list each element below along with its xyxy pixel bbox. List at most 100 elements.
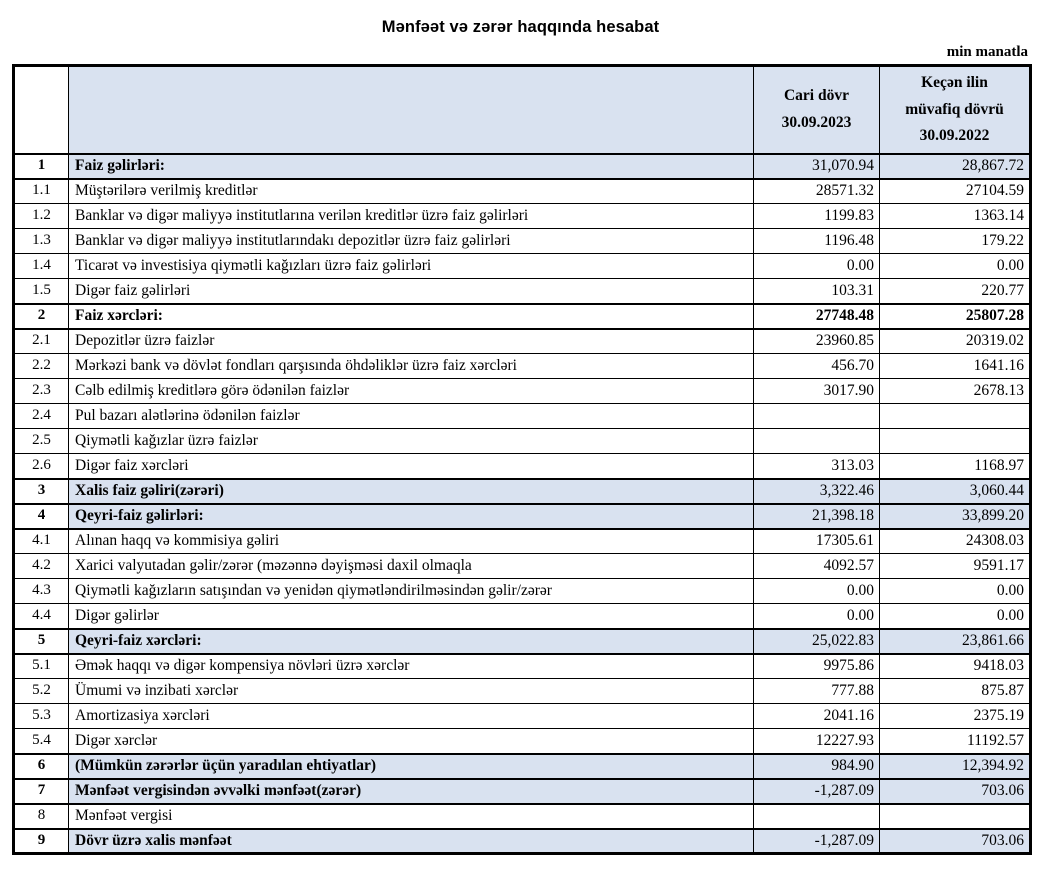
- value-current-period: 2041.16: [753, 703, 880, 729]
- report-table-body: 1 Faiz gəlirləri: 31,070.94 28,867.72 1.1 Müş…: [13, 152, 1031, 855]
- row-number: 5.4: [13, 728, 69, 754]
- value-current-period: 12227.93: [753, 728, 880, 754]
- value-current-period: 25,022.83: [753, 627, 880, 655]
- table-row: 2.6 Digər faiz xərcləri 313.03 1168.97: [13, 453, 1031, 479]
- value-current-period: 28571.32: [753, 178, 880, 204]
- value-current-period: -1,287.09: [753, 827, 880, 855]
- table-row: 2.4 Pul bazarı alətlərinə ödənilən faizlə…: [13, 403, 1031, 429]
- value-previous-period: 9418.03: [879, 653, 1031, 679]
- table-row: 1.4 Ticarət və investisiya qiymətli kağız…: [13, 253, 1031, 279]
- value-current-period: 0.00: [753, 578, 880, 604]
- table-row: 2.5 Qiymətli kağızlar üzrə faizlər: [13, 428, 1031, 454]
- table-row: 1.3 Banklar və digər maliyyə institutları…: [13, 228, 1031, 254]
- row-label: Qiymətli kağızların satışından və yenidə…: [68, 578, 754, 604]
- table-row: 4.1 Alınan haqq və kommisiya gəliri 17305.…: [13, 528, 1031, 554]
- value-current-period: 3017.90: [753, 378, 880, 404]
- row-number: 5.2: [13, 678, 69, 704]
- table-row: 5.1 Əmək haqqı və digər kompensiya növlər…: [13, 653, 1031, 679]
- row-label: Ümumi və inzibati xərclər: [68, 678, 754, 704]
- value-current-period: 21,398.18: [753, 502, 880, 530]
- table-row: 2.2 Mərkəzi bank və dövlət fondları qarşı…: [13, 353, 1031, 379]
- col-header-number: [13, 65, 69, 155]
- value-previous-period: 0.00: [879, 253, 1031, 279]
- row-number: 2.4: [13, 403, 69, 429]
- value-current-period: [753, 802, 880, 830]
- value-previous-period: 33,899.20: [879, 502, 1031, 530]
- row-label: Banklar və digər maliyyə institutlarında…: [68, 228, 754, 254]
- row-label: Ticarət və investisiya qiymətli kağızlar…: [68, 253, 754, 279]
- row-number: 4.3: [13, 578, 69, 604]
- header-row: Cari dövr 30.09.2023 Keçən ilin müvafiq …: [13, 65, 1031, 155]
- value-previous-period: 703.06: [879, 777, 1031, 805]
- profit-loss-table: Cari dövr 30.09.2023 Keçən ilin müvafiq …: [12, 64, 1032, 855]
- row-number: 6: [13, 752, 69, 780]
- table-row: 4.3 Qiymətli kağızların satışından və yen…: [13, 578, 1031, 604]
- value-current-period: -1,287.09: [753, 777, 880, 805]
- value-current-period: 1199.83: [753, 203, 880, 229]
- row-number: 2.1: [13, 328, 69, 354]
- row-label: Digər gəlirlər: [68, 603, 754, 629]
- row-label: Müştərilərə verilmiş kreditlər: [68, 178, 754, 204]
- value-current-period: 23960.85: [753, 328, 880, 354]
- row-label: Qiymətli kağızlar üzrə faizlər: [68, 428, 754, 454]
- row-label: Faiz gəlirləri:: [68, 152, 754, 180]
- row-label: Digər faiz gəlirləri: [68, 278, 754, 304]
- value-previous-period: [879, 428, 1031, 454]
- value-current-period: 984.90: [753, 752, 880, 780]
- value-current-period: 4092.57: [753, 553, 880, 579]
- row-number: 1.2: [13, 203, 69, 229]
- report-page: Mənfəət və zərər haqqında hesabat min ma…: [0, 18, 1041, 882]
- row-label: (Mümkün zərərlər üçün yaradılan ehtiyatl…: [68, 752, 754, 780]
- col-header-description: [68, 65, 754, 155]
- unit-note: min manatla: [946, 44, 1028, 60]
- table-row: 3 Xalis faiz gəliri(zərəri) 3,322.46 3,060.…: [13, 477, 1031, 505]
- col-header-current-period: Cari dövr 30.09.2023: [753, 65, 880, 155]
- row-number: 1.4: [13, 253, 69, 279]
- row-label: Xalis faiz gəliri(zərəri): [68, 477, 754, 505]
- table-row: 1 Faiz gəlirləri: 31,070.94 28,867.72: [13, 152, 1031, 180]
- value-previous-period: 2678.13: [879, 378, 1031, 404]
- value-previous-period: 24308.03: [879, 528, 1031, 554]
- table-row: 5.2 Ümumi və inzibati xərclər 777.88 875.87: [13, 678, 1031, 704]
- row-label: Banklar və digər maliyyə institutlarına …: [68, 203, 754, 229]
- row-number: 3: [13, 477, 69, 505]
- row-label: Pul bazarı alətlərinə ödənilən faizlər: [68, 403, 754, 429]
- value-current-period: 0.00: [753, 253, 880, 279]
- table-row: 2.1 Depozitlər üzrə faizlər 23960.85 20319.…: [13, 328, 1031, 354]
- value-current-period: 1196.48: [753, 228, 880, 254]
- row-number: 2.6: [13, 453, 69, 479]
- value-previous-period: 11192.57: [879, 728, 1031, 754]
- row-number: 4.4: [13, 603, 69, 629]
- table-row: 5 Qeyri-faiz xərcləri: 25,022.83 23,861.66: [13, 627, 1031, 655]
- value-previous-period: 28,867.72: [879, 152, 1031, 180]
- table-row: 4.4 Digər gəlirlər 0.00 0.00: [13, 603, 1031, 629]
- row-number: 7: [13, 777, 69, 805]
- value-previous-period: 703.06: [879, 827, 1031, 855]
- row-number: 9: [13, 827, 69, 855]
- row-label: Depozitlər üzrə faizlər: [68, 328, 754, 354]
- row-number: 2.2: [13, 353, 69, 379]
- value-previous-period: 220.77: [879, 278, 1031, 304]
- value-previous-period: 1641.16: [879, 353, 1031, 379]
- value-previous-period: 27104.59: [879, 178, 1031, 204]
- table-row: 9 Dövr üzrə xalis mənfəət -1,287.09 703.06: [13, 827, 1031, 855]
- row-label: Amortizasiya xərcləri: [68, 703, 754, 729]
- row-number: 8: [13, 802, 69, 830]
- row-label: Cəlb edilmiş kreditlərə görə ödənilən fa…: [68, 378, 754, 404]
- value-previous-period: 1168.97: [879, 453, 1031, 479]
- row-label: Qeyri-faiz xərcləri:: [68, 627, 754, 655]
- value-previous-period: 23,861.66: [879, 627, 1031, 655]
- row-number: 5: [13, 627, 69, 655]
- row-label: Digər faiz xərcləri: [68, 453, 754, 479]
- table-row: 1.5 Digər faiz gəlirləri 103.31 220.77: [13, 278, 1031, 304]
- table-row: 1.2 Banklar və digər maliyyə institutları…: [13, 203, 1031, 229]
- value-current-period: 31,070.94: [753, 152, 880, 180]
- row-label: Faiz xərcləri:: [68, 302, 754, 330]
- value-current-period: 9975.86: [753, 653, 880, 679]
- table-row: 2.3 Cəlb edilmiş kreditlərə görə ödənilən…: [13, 378, 1031, 404]
- row-label: Alınan haqq və kommisiya gəliri: [68, 528, 754, 554]
- row-number: 1.1: [13, 178, 69, 204]
- value-current-period: 0.00: [753, 603, 880, 629]
- value-previous-period: [879, 403, 1031, 429]
- value-previous-period: 1363.14: [879, 203, 1031, 229]
